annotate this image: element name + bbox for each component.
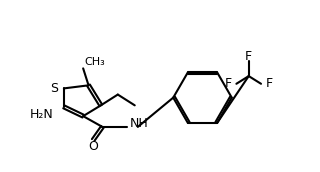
Text: F: F — [266, 77, 273, 90]
Text: S: S — [51, 82, 59, 95]
Text: O: O — [88, 140, 98, 153]
Text: H₂N: H₂N — [29, 108, 53, 121]
Text: F: F — [225, 77, 232, 90]
Text: CH₃: CH₃ — [85, 57, 106, 67]
Text: F: F — [245, 50, 252, 63]
Text: NH: NH — [130, 117, 149, 130]
